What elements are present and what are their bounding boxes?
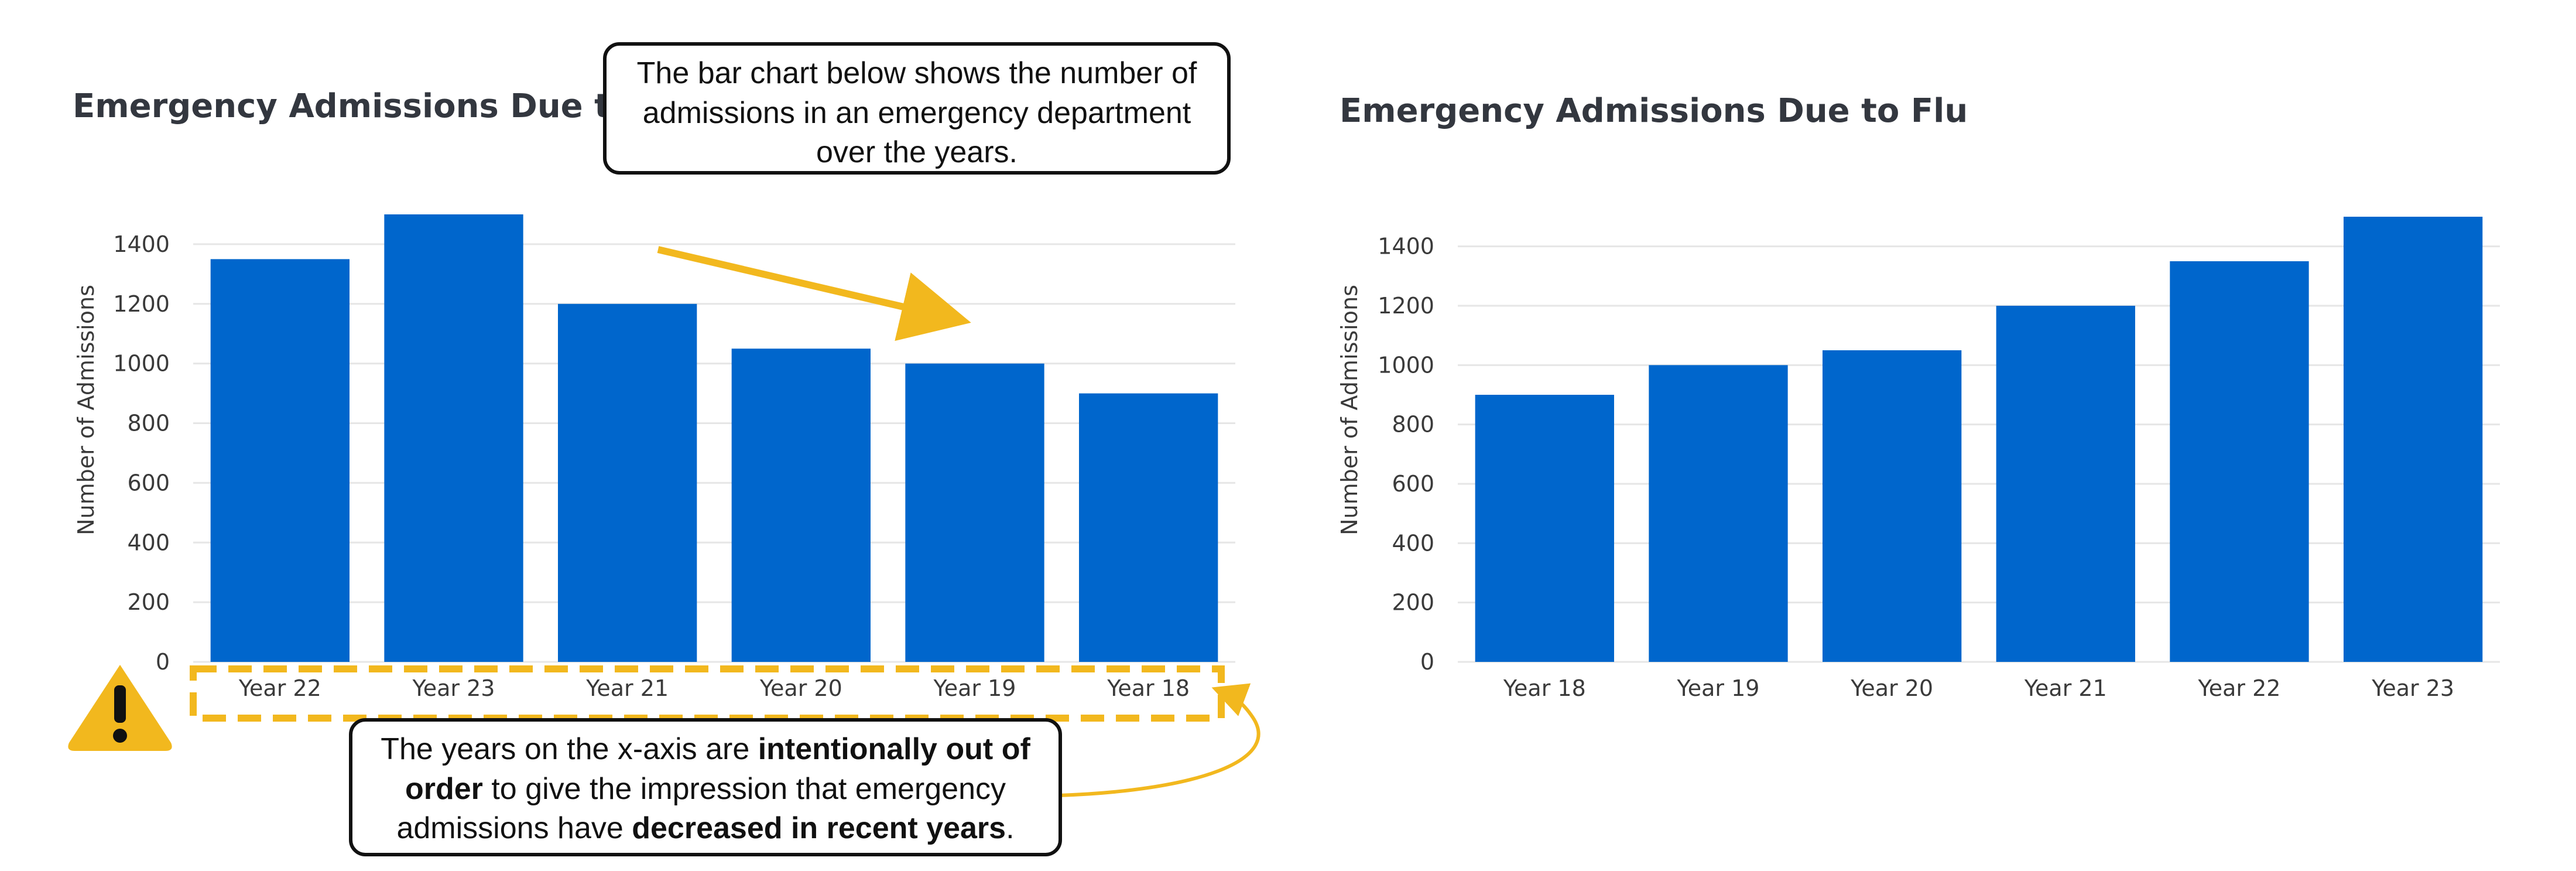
y-tick-label: 200 [127,589,170,615]
x-tick-label: Year 22 [2198,675,2281,701]
callout-text: . [1006,811,1015,846]
arrow-icon [657,246,971,341]
bottom-callout: The years on the x-axis are intentionall… [349,718,1062,856]
y-tick-label: 600 [127,470,170,496]
x-tick-label: Year 20 [759,675,842,701]
x-tick-label: Year 22 [238,675,321,701]
bar [731,349,871,662]
x-tick-label: Year 18 [1107,675,1190,701]
bar [2344,217,2483,662]
bar [2170,261,2309,662]
callout-text: The years on the x-axis are [381,732,758,766]
x-tick-label: Year 19 [933,675,1016,701]
y-tick-label: 1200 [1378,293,1434,319]
bar [1649,365,1788,662]
bar [1996,306,2135,662]
y-tick-label: 0 [156,649,170,675]
x-tick-label: Year 21 [2024,675,2107,701]
y-tick-label: 800 [127,411,170,436]
callout-emphasis: intentionally out of order [405,732,1030,806]
bar [210,259,350,662]
chart-title: Emergency Admissions Due to Flu [1340,92,1968,130]
chart-corrected: Emergency Admissions Due to Flu Number o… [1337,92,2500,701]
top-callout: The bar chart below shows the number of … [603,42,1231,175]
x-tick-label: Year 21 [585,675,669,701]
y-tick-label: 1400 [1378,234,1434,259]
connector-curve [1058,683,1260,797]
chart-title: Emergency Admissions Due to Flu [73,87,701,125]
warning-triangle-icon [68,665,172,751]
callout-emphasis: decreased in recent years [632,811,1006,846]
y-tick-label: 1000 [113,351,170,377]
bar [384,214,523,662]
x-tick-label: Year 19 [1677,675,1760,701]
y-tick-label: 600 [1392,471,1434,497]
y-tick-label: 1000 [1378,352,1434,378]
y-tick-label: 400 [127,530,170,555]
callout-text: to give the impression that emergency ad… [396,771,1006,846]
y-tick-label: 800 [1392,412,1434,438]
x-tick-label: Year 23 [412,675,495,701]
plot-area: 0 200 400 600 800 1000 1200 1400 Year 18 Year 19 Y… [1378,217,2500,701]
x-tick-label: Year 23 [2371,675,2454,701]
x-axis-highlight-box [190,665,1225,722]
x-tick-label: Year 20 [1850,675,1933,701]
y-axis-label: Number of Admissions [1337,285,1362,535]
bar [905,363,1044,662]
y-tick-label: 200 [1392,590,1434,616]
bar [558,303,697,662]
chart-misleading: Emergency Admissions Due to Flu Number o… [73,87,1235,701]
x-tick-label: Year 18 [1503,675,1586,701]
bar [1079,393,1218,662]
y-tick-label: 400 [1392,530,1434,556]
y-tick-label: 1200 [113,291,170,317]
bar [1823,350,1962,662]
plot-area: 0 200 400 600 800 1000 1200 1400 Year 22 Year 23 Y… [113,214,1235,701]
bar [1475,395,1614,662]
y-tick-label: 0 [1420,649,1434,675]
y-tick-label: 1400 [113,231,170,257]
y-axis-label: Number of Admissions [73,285,99,535]
